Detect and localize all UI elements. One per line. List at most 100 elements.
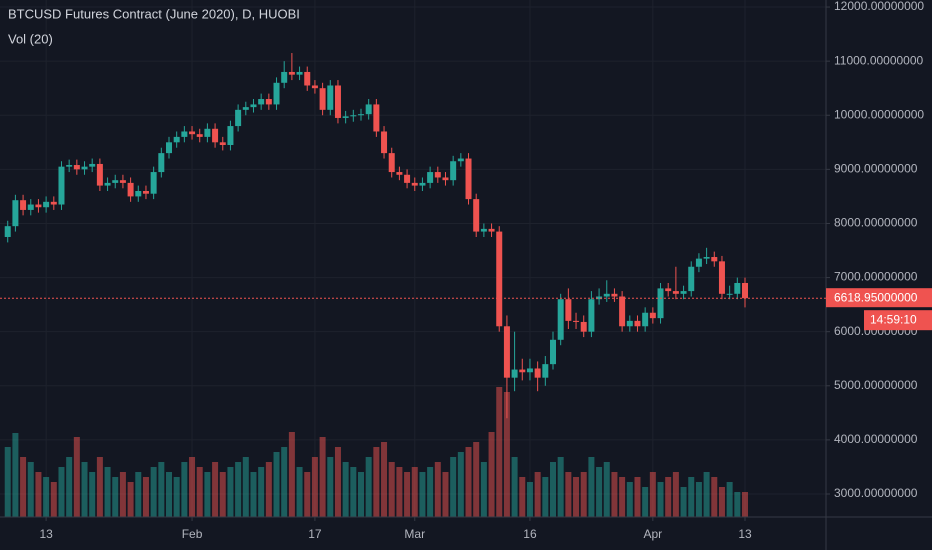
volume-bar [496,387,503,517]
x-tick-label: 16 [523,527,537,541]
volume-bar [242,457,249,517]
volume-bar [703,472,710,517]
y-tick-label: 7000.00000000 [834,270,918,284]
volume-bar [718,487,725,517]
volume-bar [196,467,203,517]
candle-body [296,71,303,75]
volume-bar [404,472,411,517]
volume-bar [519,477,526,517]
y-tick-label: 12000.00000000 [834,0,924,13]
volume-bar [573,477,580,517]
volume-bar [173,477,180,517]
candle-body [20,200,27,210]
volume-bar [81,462,88,517]
volume-bar [150,467,157,517]
candle-body [273,82,280,105]
candle-body [365,104,372,115]
volume-bar [334,447,341,517]
candle-body [511,369,518,378]
volume-bar [396,467,403,517]
volume-bar [73,437,80,517]
candle-body [89,163,96,167]
candle-body [557,299,564,340]
volume-bar [381,442,388,517]
volume-bar [358,472,364,517]
volume-bar [104,467,111,517]
candle-body [634,320,641,327]
volume-bar [258,467,265,517]
volume-bar [534,472,541,517]
candle-body [104,182,111,186]
candle-body [550,339,556,365]
last-price-label: 6618.95000000 [834,290,918,304]
volume-bar [657,482,664,517]
candle-body [649,312,656,319]
volume-bar [634,477,641,517]
volume-bar [66,457,73,517]
y-tick-label: 10000.00000000 [834,107,924,121]
volume-bar [565,472,572,517]
candle-body [342,116,349,118]
volume-bar [350,467,357,517]
countdown-label: 14:59:10 [870,312,917,326]
volume-bar [158,462,165,517]
volume-bar [12,433,19,517]
candle-body [334,85,341,118]
volume-bar [212,462,219,517]
volume-bar [235,462,242,517]
candle-body [473,199,480,232]
volume-bar [526,482,533,517]
y-tick-label: 8000.00000000 [834,216,918,230]
candle-body [350,115,357,117]
candle-body [496,231,503,327]
volume-label: Vol (20) [8,31,53,46]
y-tick-label: 3000.00000000 [834,486,918,500]
volume-bar [43,477,50,517]
candle-body [526,368,533,373]
volume-bar [58,467,65,517]
candle-body [396,172,403,175]
candle-body [411,182,418,186]
candle-body [565,299,572,321]
candle-body [596,296,603,300]
candle-body [258,99,265,105]
candle-body [166,142,172,154]
volume-bar [596,467,603,517]
last-price-box [826,288,932,308]
candle-body [480,228,487,232]
countdown-box [864,310,932,331]
candle-body [442,177,449,181]
volume-bar [680,487,687,517]
candle-body [81,166,88,170]
candle-body [196,134,203,137]
candle-body [488,228,495,232]
volume-bar [319,437,326,517]
candle-body [657,288,664,319]
volume-bar [434,462,441,517]
candle-body [189,131,196,135]
candle-body [319,88,326,110]
volume-bar [181,462,188,517]
volume-bar [227,467,234,517]
volume-bar [419,472,426,517]
volume-bar [465,447,472,517]
volume-bar [20,457,27,517]
candle-body [672,291,679,294]
candle-body [703,257,710,259]
y-tick-label: 9000.00000000 [834,162,918,176]
volume-bar [711,477,718,517]
candle-body [288,71,295,75]
volume-bar [665,477,672,517]
candle-body [50,201,57,205]
volume-bar [219,472,226,517]
candle-body [4,226,11,237]
volume-bar [473,442,480,517]
volume-pane [4,387,748,517]
volume-bar [511,457,518,517]
candle-body [235,109,242,127]
candle-body [173,136,180,143]
candle-body [304,71,311,86]
volume-bar [373,447,380,517]
candle-body [181,131,188,137]
